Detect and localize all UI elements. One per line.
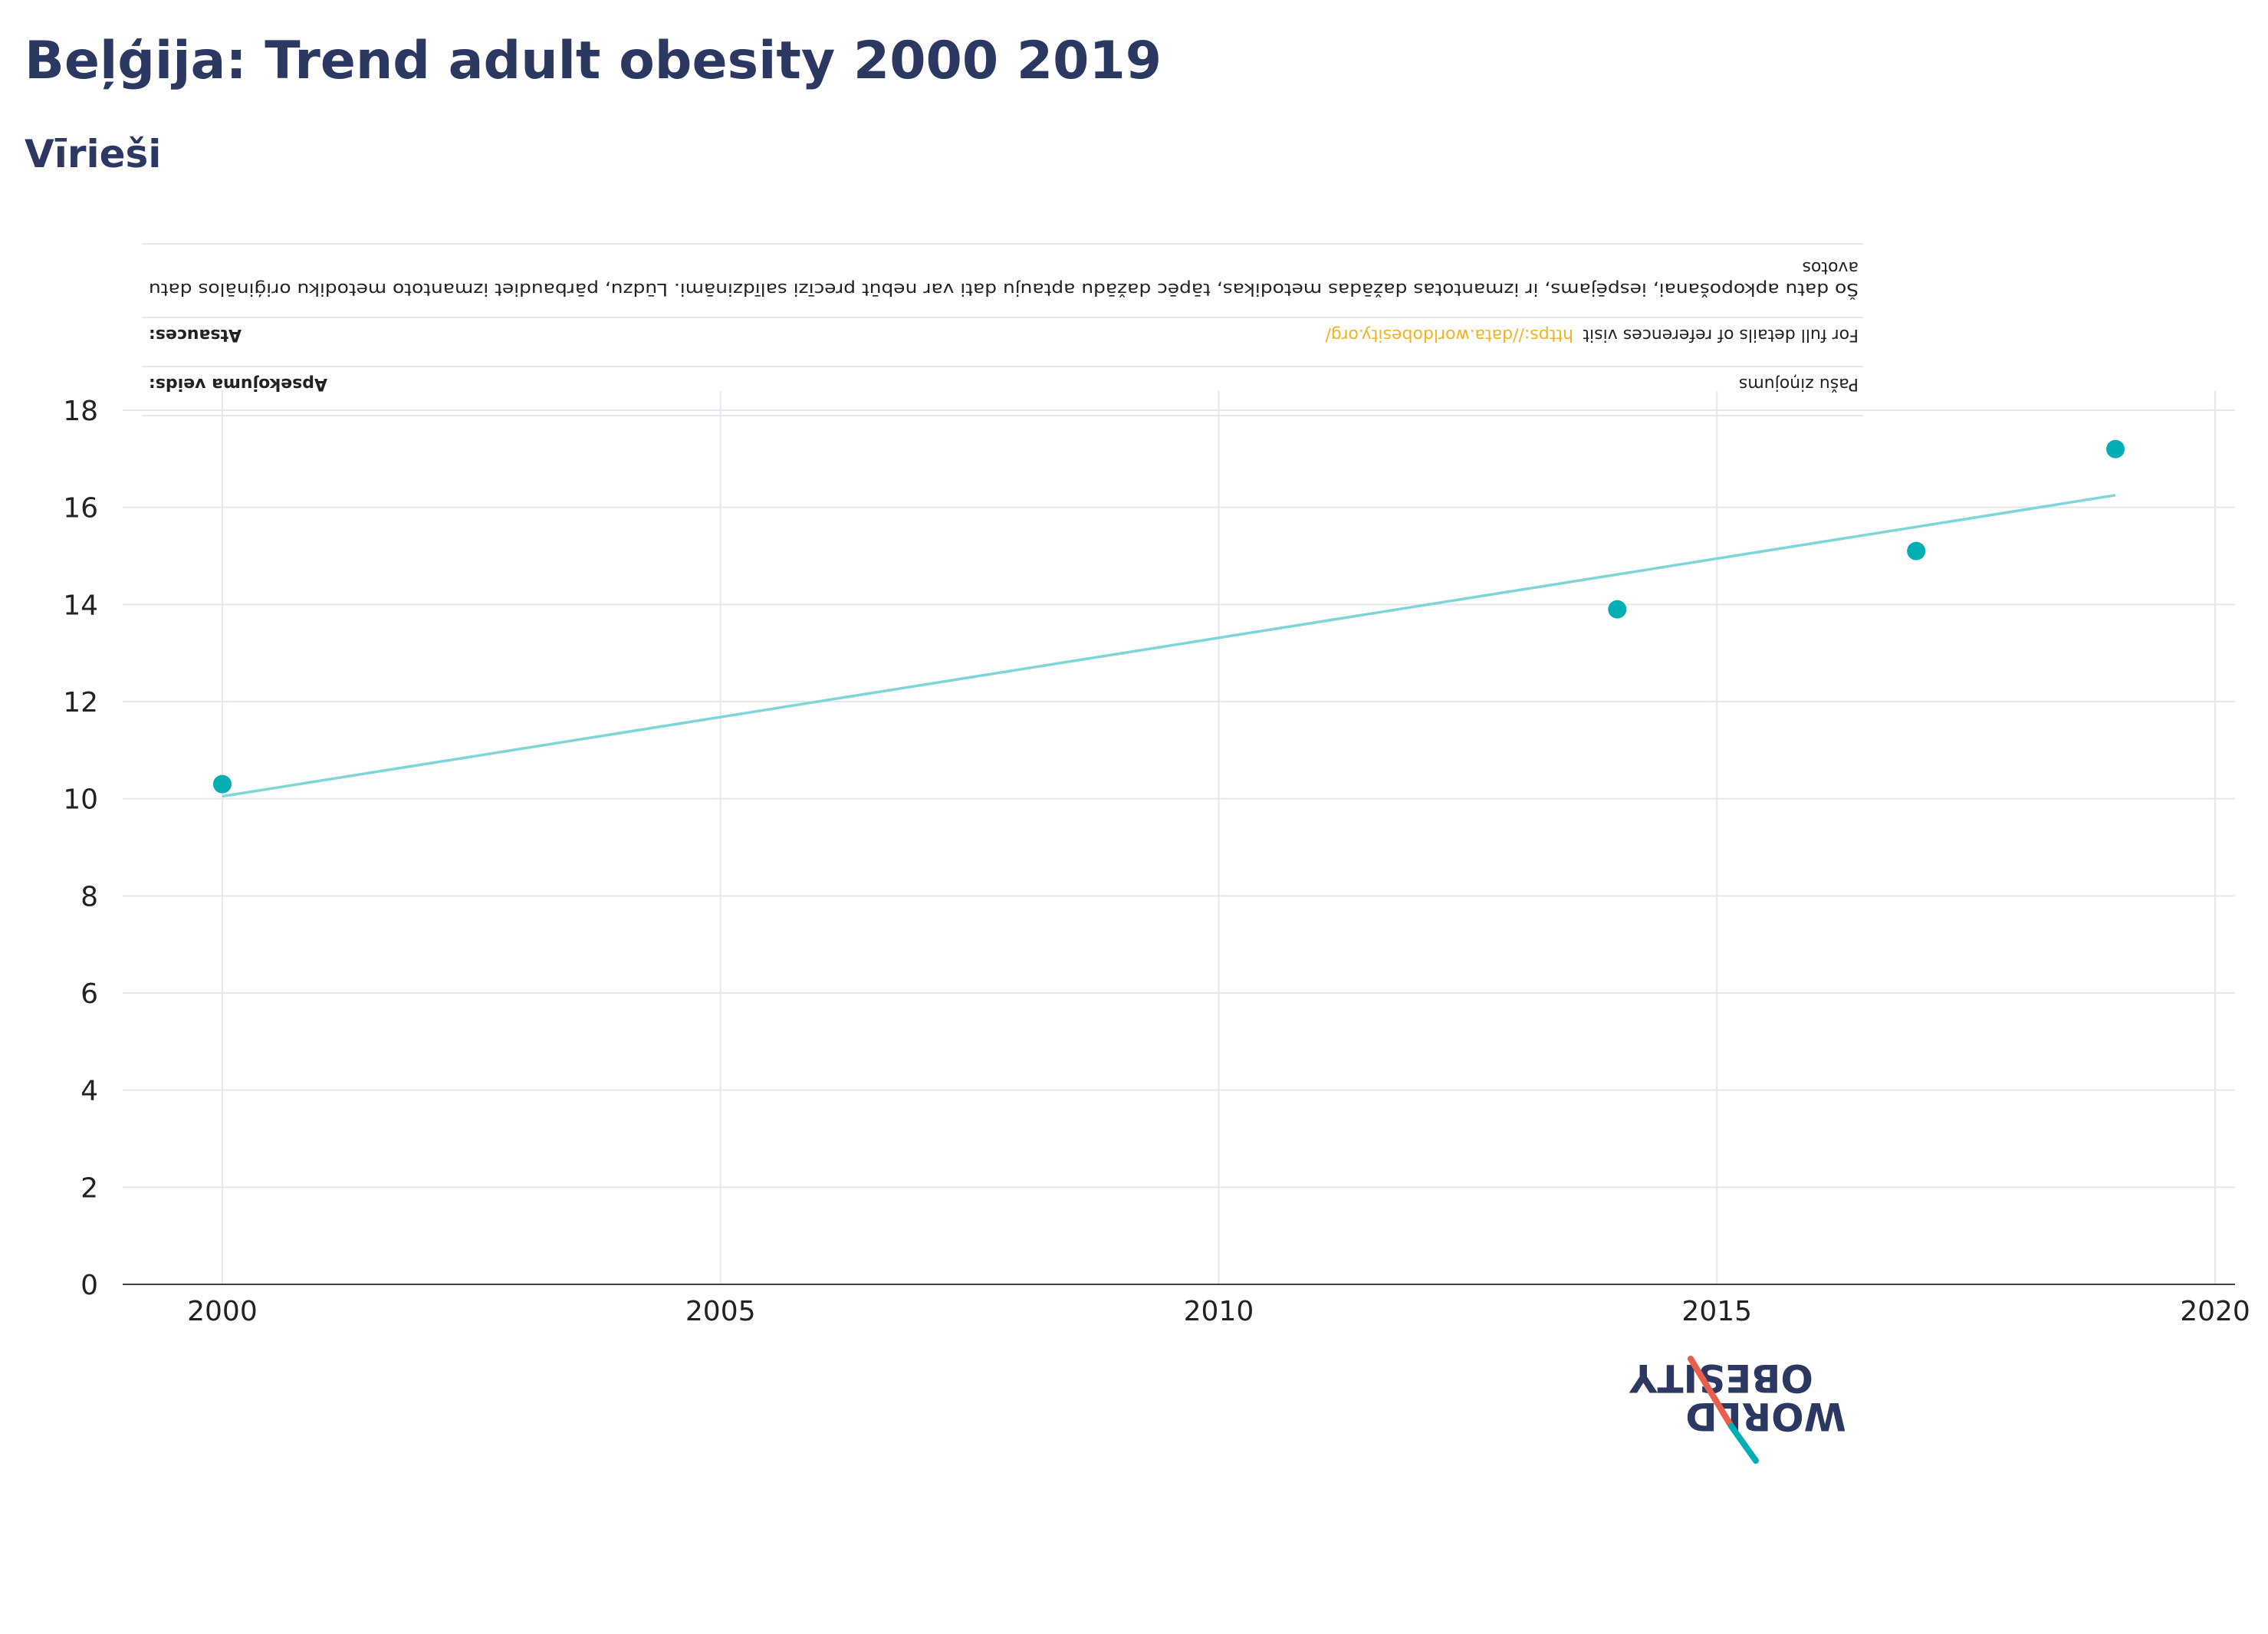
- disclaimer-line-2: avotos: [1802, 258, 1859, 277]
- y-tick-label: 8: [81, 881, 98, 912]
- survey-type-label: Apsekojuma veids:: [149, 374, 327, 393]
- survey-type-value: Pašu ziņojums: [1739, 374, 1859, 393]
- references-text: For full details of references visit: [1583, 325, 1859, 344]
- logo-line-world: WORLD: [1685, 1394, 1846, 1438]
- x-tick-label: 2015: [1681, 1296, 1752, 1327]
- y-tick-label: 4: [81, 1076, 98, 1107]
- data-point[interactable]: [1608, 600, 1627, 619]
- x-tick-label: 2005: [685, 1296, 756, 1327]
- disclaimer-line-1: Šo datu apkopošanai, iespējams, ir izman…: [149, 279, 1859, 299]
- chart-title: Beļģija: Trend adult obesity 2000 2019: [25, 31, 1162, 91]
- y-axis: 0 2 4 6 8 10 12 14 16 18: [63, 396, 98, 1301]
- references-link[interactable]: https://data.worldobesity.org/: [1325, 325, 1573, 344]
- data-point[interactable]: [212, 774, 232, 794]
- points-layer: [212, 439, 2125, 794]
- world-obesity-logo: OBESITY WORLD: [1629, 1356, 1846, 1464]
- y-tick-label: 14: [63, 590, 98, 621]
- notes-table: avotos Šo datu apkopošanai, iespējams, i…: [142, 243, 1863, 416]
- x-tick-label: 2020: [2180, 1296, 2250, 1327]
- trendline-layer: [222, 494, 2116, 798]
- x-tick-label: 2000: [187, 1296, 258, 1327]
- references-label: Atsauces:: [149, 325, 242, 344]
- logo-stroke-red: [1688, 1356, 1734, 1429]
- y-tick-label: 2: [81, 1172, 98, 1204]
- y-tick-label: 12: [63, 687, 98, 718]
- logo-line-obesity: OBESITY: [1629, 1356, 1813, 1400]
- references-line: For full details of references visit htt…: [1325, 325, 1859, 344]
- grid: [123, 391, 2235, 1284]
- chart-subtitle: Vīrieši: [25, 132, 162, 176]
- x-tick-label: 2010: [1184, 1296, 1254, 1327]
- y-tick-label: 10: [63, 784, 98, 816]
- trendline: [222, 494, 2116, 798]
- logo-stroke-teal: [1728, 1423, 1759, 1464]
- y-tick-label: 0: [81, 1270, 98, 1301]
- data-point[interactable]: [1907, 541, 1926, 561]
- y-tick-label: 6: [81, 978, 98, 1010]
- data-point[interactable]: [2106, 439, 2125, 459]
- x-axis: 2000 2005 2010 2015 2020: [187, 1296, 2250, 1327]
- y-tick-label: 16: [63, 493, 98, 524]
- y-tick-label: 18: [63, 396, 98, 427]
